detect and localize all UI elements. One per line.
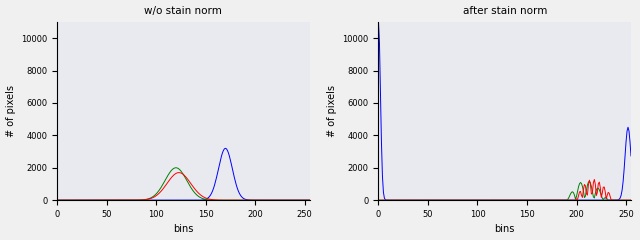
Y-axis label: # of pixels: # of pixels	[6, 85, 15, 137]
X-axis label: bins: bins	[173, 224, 193, 234]
X-axis label: bins: bins	[495, 224, 515, 234]
Title: w/o stain norm: w/o stain norm	[145, 6, 222, 16]
Y-axis label: # of pixels: # of pixels	[327, 85, 337, 137]
Title: after stain norm: after stain norm	[463, 6, 547, 16]
